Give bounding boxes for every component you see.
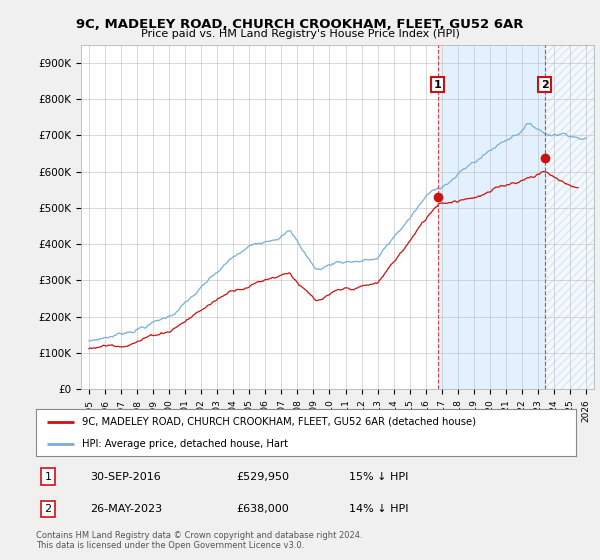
Text: 30-SEP-2016: 30-SEP-2016 [90,472,161,482]
Bar [545,45,594,389]
Text: 15% ↓ HPI: 15% ↓ HPI [349,472,409,482]
Bar [437,45,545,389]
Text: 2: 2 [44,504,52,514]
Text: 9C, MADELEY ROAD, CHURCH CROOKHAM, FLEET, GU52 6AR (detached house): 9C, MADELEY ROAD, CHURCH CROOKHAM, FLEET… [82,417,476,427]
Text: £529,950: £529,950 [236,472,289,482]
Text: £638,000: £638,000 [236,504,289,514]
Text: Price paid vs. HM Land Registry's House Price Index (HPI): Price paid vs. HM Land Registry's House … [140,29,460,39]
Text: Contains HM Land Registry data © Crown copyright and database right 2024.
This d: Contains HM Land Registry data © Crown c… [36,531,362,550]
Text: 2: 2 [541,80,548,90]
Text: HPI: Average price, detached house, Hart: HPI: Average price, detached house, Hart [82,438,288,449]
Text: 26-MAY-2023: 26-MAY-2023 [90,504,162,514]
Text: 9C, MADELEY ROAD, CHURCH CROOKHAM, FLEET, GU52 6AR: 9C, MADELEY ROAD, CHURCH CROOKHAM, FLEET… [76,18,524,31]
Text: 1: 1 [434,80,442,90]
Text: 1: 1 [44,472,52,482]
Text: 14% ↓ HPI: 14% ↓ HPI [349,504,409,514]
Bar [545,45,594,389]
